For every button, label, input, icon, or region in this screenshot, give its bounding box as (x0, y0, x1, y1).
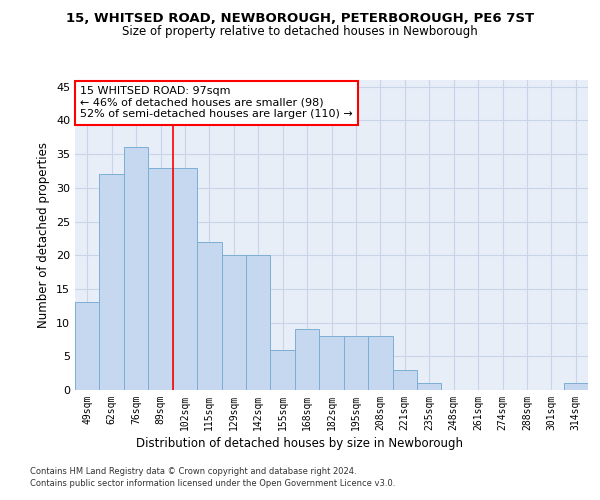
Text: Distribution of detached houses by size in Newborough: Distribution of detached houses by size … (137, 438, 464, 450)
Bar (295, 330, 319, 390)
Bar (319, 336, 344, 390)
Text: 15 WHITSED ROAD: 97sqm
← 46% of detached houses are smaller (98)
52% of semi-det: 15 WHITSED ROAD: 97sqm ← 46% of detached… (80, 86, 353, 120)
Bar (271, 350, 295, 390)
Bar (221, 255, 246, 390)
Text: Contains public sector information licensed under the Open Government Licence v3: Contains public sector information licen… (30, 479, 395, 488)
Bar (148, 168, 173, 390)
Bar (563, 384, 588, 390)
Text: Contains HM Land Registry data © Crown copyright and database right 2024.: Contains HM Land Registry data © Crown c… (30, 468, 356, 476)
Bar (392, 370, 417, 390)
Bar (368, 336, 392, 390)
Bar (197, 242, 221, 390)
Bar (173, 168, 197, 390)
Text: Size of property relative to detached houses in Newborough: Size of property relative to detached ho… (122, 25, 478, 38)
Bar (246, 255, 271, 390)
Y-axis label: Number of detached properties: Number of detached properties (37, 142, 50, 328)
Bar (75, 302, 100, 390)
Text: 15, WHITSED ROAD, NEWBOROUGH, PETERBOROUGH, PE6 7ST: 15, WHITSED ROAD, NEWBOROUGH, PETERBOROU… (66, 12, 534, 26)
Bar (100, 174, 124, 390)
Bar (124, 148, 148, 390)
Bar (417, 384, 442, 390)
Bar (344, 336, 368, 390)
